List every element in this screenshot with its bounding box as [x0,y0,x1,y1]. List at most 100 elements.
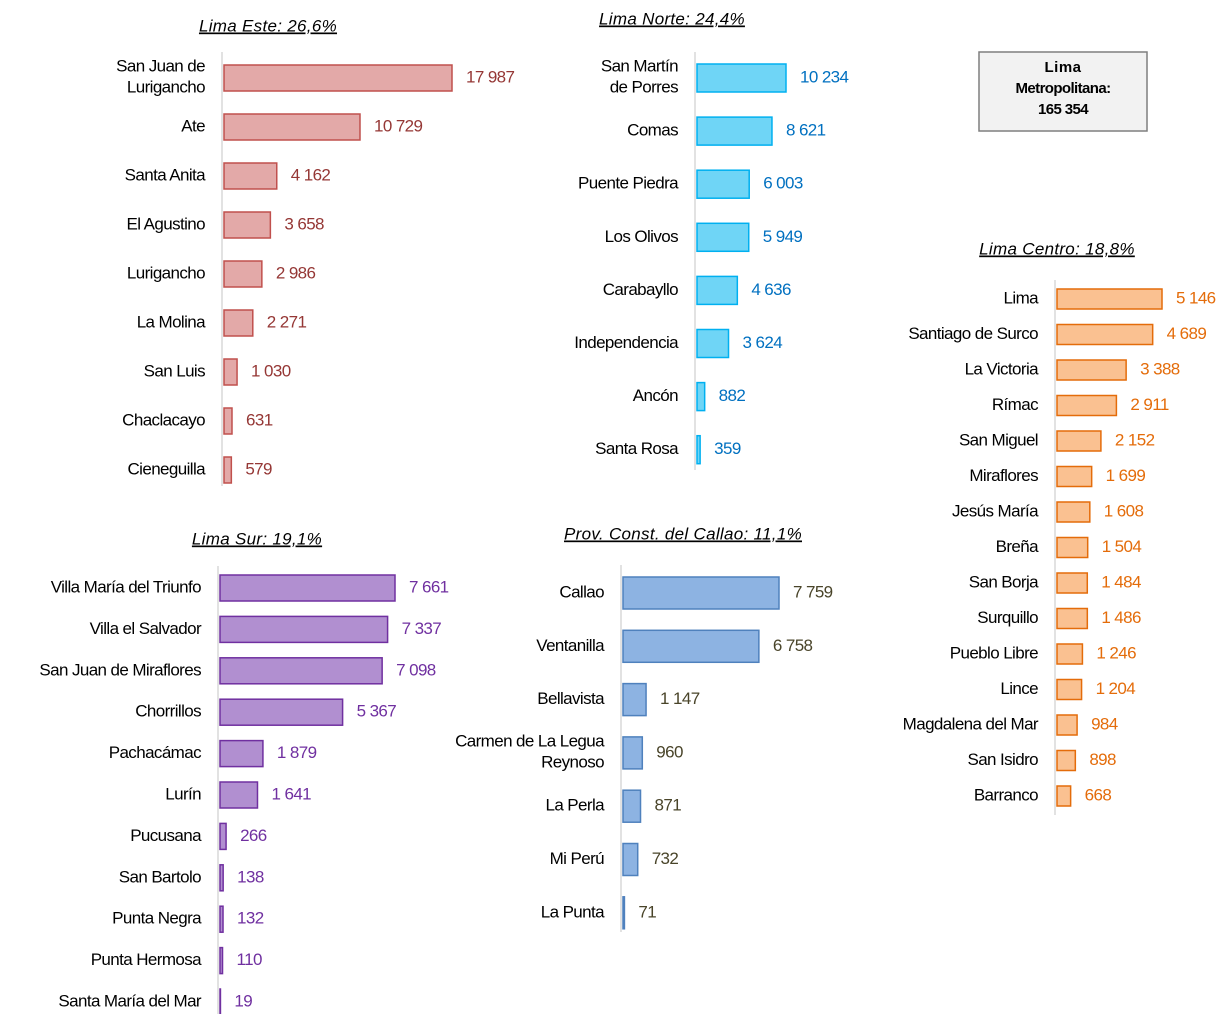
bar [224,359,237,385]
value-label: 1 204 [1096,679,1136,698]
value-label: 266 [240,826,267,845]
category-label: Pueblo Libre [950,643,1038,662]
category-label: La Victoria [965,359,1040,378]
value-label: 631 [246,410,273,429]
category-label: Surquillo [977,608,1038,627]
bar [220,906,223,932]
bar [623,684,646,716]
value-label: 2 271 [267,312,307,331]
category-label: Lurín [165,784,201,803]
bar [220,616,388,642]
category-label: Los Olivos [605,227,678,246]
value-label: 1 147 [660,689,700,708]
category-label: Miraflores [969,466,1038,485]
value-label: 2 152 [1115,430,1155,449]
value-label: 5 949 [763,227,803,246]
value-label: 4 162 [291,165,331,184]
value-label: 6 003 [763,174,803,193]
category-label: Rímac [992,395,1039,414]
category-label: San Miguel [959,430,1038,449]
category-label: Breña [996,537,1040,556]
category-label: San Juan de Miraflores [39,660,201,679]
bar [220,699,343,725]
value-label: 1 699 [1106,466,1146,485]
annotation: 165 354 [1038,101,1089,118]
bar [224,457,231,483]
bar [1057,573,1087,593]
value-label: 2 911 [1130,395,1168,414]
bar [1057,644,1082,664]
bar [220,823,226,849]
value-label: 8 621 [786,121,826,140]
value-label: 5 146 [1176,288,1216,307]
category-label: Comas [627,121,678,140]
category-label: San Borja [969,572,1039,591]
category-label: Carabayllo [603,280,678,299]
category-label: Barranco [974,785,1038,804]
bar [697,170,749,198]
bar [697,330,729,358]
value-label: 10 729 [374,116,423,135]
category-label: Mi Perú [550,849,605,868]
category-label: Santa María del Mar [58,991,202,1010]
bar [220,741,263,767]
category-label: La Perla [545,796,605,815]
category-label: Chaclacayo [122,410,205,429]
category-label: Punta Hermosa [91,950,202,969]
bar [623,897,624,929]
category-label: San Isidro [967,750,1038,769]
bar [1057,289,1162,309]
value-label: 138 [237,867,264,886]
value-label: 732 [652,849,679,868]
category-label: Pachacámac [109,743,202,762]
value-label: 5 367 [357,702,397,721]
bar [1057,502,1090,522]
value-label: 7 661 [409,577,449,596]
category-label: Jesús María [952,501,1039,520]
bar [220,782,257,808]
chart-title: Lima Centro: 18,8% [979,239,1135,258]
value-label: 882 [719,386,746,405]
bar [1057,609,1087,629]
value-label: 668 [1085,785,1112,804]
bar [1057,715,1077,735]
value-label: 1 030 [251,361,291,380]
annotation: Lima [1044,59,1081,76]
value-label: 17 987 [466,67,515,86]
bar [623,844,638,876]
category-label: Lima [1004,288,1040,307]
bar [1057,467,1092,487]
value-label: 10 234 [800,67,849,86]
value-label: 898 [1089,750,1116,769]
category-label: Villa María del Triunfo [51,577,201,596]
value-label: 359 [714,439,741,458]
value-label: 4 636 [751,280,791,299]
bar [697,64,786,92]
category-label: Pucusana [130,826,202,845]
chart-title: Lima Norte: 24,4% [599,9,745,28]
category-label: Independencia [574,333,679,352]
category-label: Santiago de Surco [908,324,1038,343]
bar [623,630,759,662]
category-label: Villa el Salvador [90,619,202,638]
value-label: 1 484 [1101,572,1141,591]
value-label: 1 879 [277,743,317,762]
bar [697,276,737,304]
bar [697,117,772,145]
chart-title: Lima Este: 26,6% [199,16,337,35]
chart-title: Lima Sur: 19,1% [192,529,322,548]
bar [220,658,382,684]
value-label: 71 [638,902,656,921]
value-label: 7 337 [402,619,442,638]
bar [623,737,642,769]
bar [224,163,277,189]
category-label: San Bartolo [119,867,201,886]
value-label: 3 388 [1140,359,1180,378]
bar [224,212,270,238]
bar [224,408,232,434]
category-label: El Agustino [127,214,206,233]
bar [1057,786,1071,806]
